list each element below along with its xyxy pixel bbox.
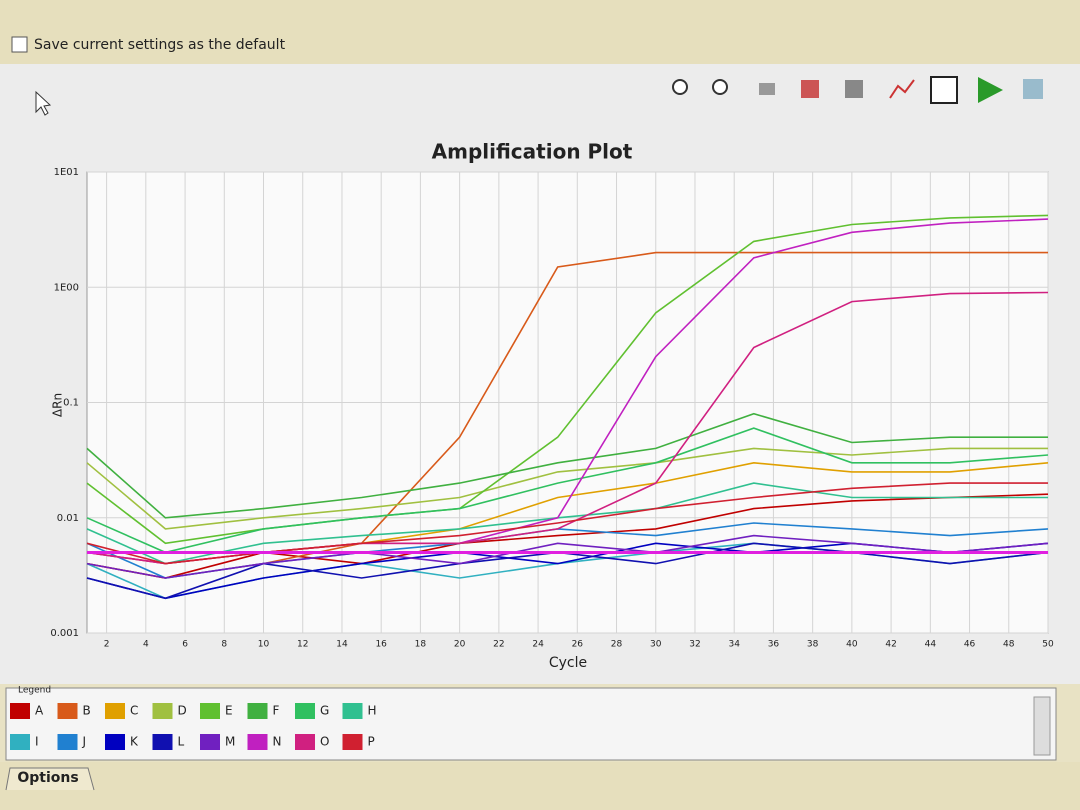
legend-swatch[interactable] [247,734,268,750]
x-tick-label: 38 [807,640,819,650]
options-tab[interactable] [5,767,95,791]
chart-title: Amplification Plot [432,140,633,164]
toolbar [672,76,1043,104]
amplification-curve [86,482,1048,565]
x-tick-label: 20 [454,640,466,650]
y-tick-label: 0.1 [63,398,79,409]
legend-label: D [178,704,187,718]
y-tick-label: 1E00 [54,282,79,293]
legend-label: K [130,735,139,749]
y-axis-label: ΔRn [51,393,65,417]
legend-label: C [130,704,138,718]
legend-swatch[interactable] [152,734,173,750]
x-tick-label: 22 [493,640,504,650]
legend-label: J [82,735,87,749]
x-tick-label: 12 [297,640,308,650]
legend-label: O [320,735,329,749]
x-tick-label: 2 [104,640,110,650]
legend-swatch[interactable] [10,734,30,750]
x-tick-label: 50 [1042,640,1054,650]
legend-swatch[interactable] [57,734,78,750]
x-tick-label: 6 [182,640,188,650]
cursor-icon [35,90,52,116]
run-button[interactable] [978,77,1003,103]
x-tick-label: 32 [689,640,700,650]
legend-swatch[interactable] [295,734,315,750]
x-axis-label: Cycle [549,655,587,671]
x-tick-label: 44 [925,640,937,650]
amplification-curve [86,427,1049,554]
legend-label: M [225,735,235,749]
amplification-curve [86,493,1049,579]
legend-label: L [178,735,185,749]
amplification-curve [86,214,1049,545]
checkbox-label[interactable]: Save current settings as the default [34,37,286,53]
amplification-curve [86,447,1048,530]
x-tick-label: 18 [415,640,427,650]
y-tick-label: 0.01 [57,513,79,524]
legend-swatch[interactable] [105,703,125,719]
legend-swatch[interactable] [200,703,220,719]
legend-label: N [273,735,282,749]
x-tick-label: 46 [964,640,976,650]
legend-label: I [35,735,39,749]
x-tick-label: 24 [532,640,544,650]
expand-button[interactable] [930,76,958,104]
plot: Amplification Plot Cycle ΔRn 0.001 0.01 0.… [50,140,1054,672]
x-tick-label: 26 [572,640,584,650]
settings-panel [0,0,1080,64]
x-tick-label: 14 [336,640,348,650]
zoom-in-button[interactable] [672,79,688,95]
legend-swatch[interactable] [342,734,363,750]
legend-swatch[interactable] [152,703,173,719]
copy-button[interactable] [845,80,863,98]
legend-swatch[interactable] [57,703,78,719]
legend-swatch[interactable] [247,703,268,719]
legend-label: H [368,704,377,718]
amplification-curve [86,412,1048,519]
x-tick-label: 28 [611,640,623,650]
legend-label: F [273,704,280,718]
export-button[interactable] [801,80,819,98]
x-tick-label: 42 [885,640,896,650]
x-tick-label: 16 [375,640,387,650]
x-tick-label: 48 [1003,640,1015,650]
y-tick-label: 1E01 [54,167,79,178]
zoom-out-button[interactable] [712,79,728,95]
legend-label: P [368,735,375,749]
legend-swatch[interactable] [105,734,125,750]
legend-swatch[interactable] [200,734,220,750]
legend-scrollbar[interactable] [1033,696,1051,756]
legend-title: Legend [18,686,51,696]
plot-settings-button[interactable] [889,79,915,99]
x-tick-label: 10 [258,640,270,650]
x-tick-label: 36 [768,640,780,650]
legend-box [5,687,1057,761]
x-tick-label: 34 [728,640,740,650]
options-panel [0,762,1080,810]
legend-swatch[interactable] [295,703,315,719]
tab-label[interactable]: Options [17,770,78,786]
legend-label: A [35,704,44,718]
legend-label: E [225,704,233,718]
legend-swatch[interactable] [10,703,30,719]
x-tick-label: 8 [221,640,227,650]
amplification-curve [86,534,1049,579]
legend-label: G [320,704,329,718]
legend-label: B [83,704,91,718]
print-button[interactable] [759,83,775,95]
y-tick-label: 0.001 [50,628,79,639]
checkbox[interactable] [11,36,28,53]
x-tick-label: 30 [650,640,662,650]
x-tick-label: 40 [846,640,858,650]
list-button[interactable] [1023,79,1043,99]
x-tick-label: 4 [143,640,149,650]
legend-swatch[interactable] [342,703,363,719]
